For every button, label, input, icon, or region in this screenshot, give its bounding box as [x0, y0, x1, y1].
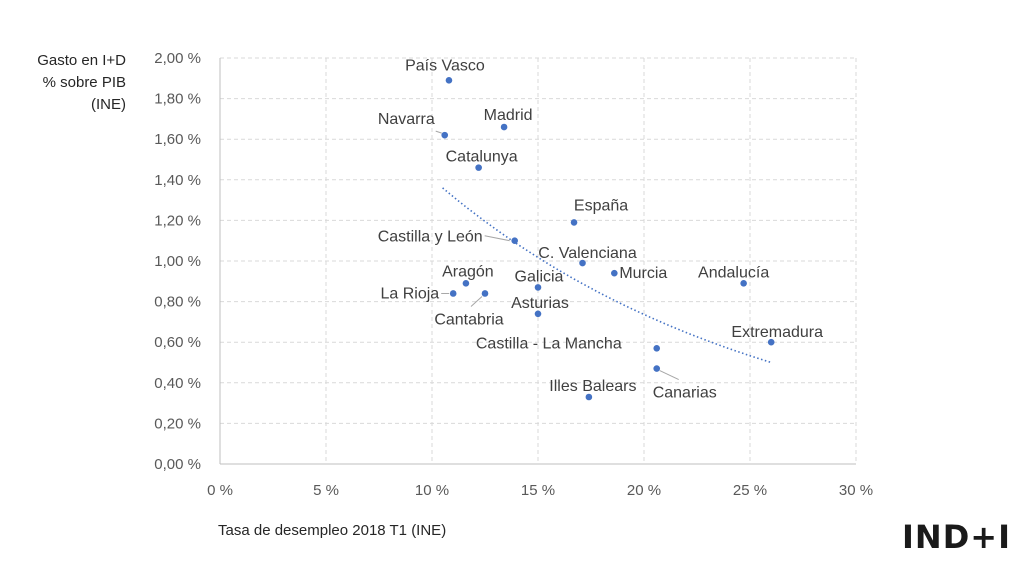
y-tick-label: 0,00 %	[154, 456, 201, 473]
data-point	[475, 164, 482, 171]
data-point	[462, 280, 470, 287]
data-point	[653, 344, 661, 352]
data-point	[579, 259, 586, 267]
point-label: Canarias	[653, 385, 717, 402]
y-tick-label: 1,40 %	[154, 172, 201, 189]
y-axis-title-line: % sobre PIB	[42, 74, 126, 91]
y-tick-labels: 0,00 % 0,20 % 0,40 % 0,60 % 0,80 % 1,00 % 1,20…	[154, 50, 201, 473]
label-leader-lines	[435, 130, 679, 381]
point-label: La Rioja	[380, 285, 439, 302]
y-axis-title: Gasto en I+D % sobre PIB (INE)	[37, 50, 126, 116]
point-labels: País Vasco Madrid Navarra Catalunya España Ca…	[378, 57, 823, 401]
brand-logo: IND+I	[902, 518, 1011, 556]
point-label: Navarra	[378, 111, 435, 128]
x-tick-label: 20 %	[627, 482, 661, 499]
leader-line	[435, 130, 442, 134]
point-label: Aragón	[442, 263, 494, 280]
x-tick-label: 25 %	[733, 482, 767, 499]
data-points	[441, 77, 775, 401]
y-tick-label: 1,20 %	[154, 212, 201, 229]
point-label: Asturias	[511, 295, 569, 312]
point-label: Illes Balears	[549, 378, 636, 395]
point-label: Murcia	[619, 265, 667, 282]
point-label: España	[574, 197, 628, 214]
axes	[219, 58, 856, 465]
data-point	[534, 284, 542, 291]
point-label: Castilla - La Mancha	[476, 335, 622, 352]
point-label: Andalucía	[698, 264, 769, 281]
x-tick-label: 0 %	[207, 482, 233, 499]
x-tick-label: 15 %	[521, 482, 555, 499]
point-label: Extremadura	[731, 324, 823, 341]
data-point	[500, 123, 508, 131]
point-label: Madrid	[484, 107, 533, 124]
y-tick-label: 0,40 %	[154, 375, 201, 392]
y-tick-label: 0,20 %	[154, 415, 201, 432]
point-label: Catalunya	[446, 149, 518, 166]
data-point	[511, 237, 518, 244]
data-point	[481, 290, 489, 297]
leader-line	[484, 235, 510, 242]
x-axis-title: Tasa de desempleo 2018 T1 (INE)	[218, 522, 447, 539]
y-tick-label: 0,60 %	[154, 334, 201, 351]
data-point	[441, 131, 449, 139]
y-tick-label: 0,80 %	[154, 294, 201, 311]
y-tick-label: 1,80 %	[154, 91, 201, 108]
gridlines	[220, 57, 857, 464]
trendline	[442, 187, 772, 364]
data-point	[585, 393, 593, 401]
data-point	[570, 219, 578, 226]
data-point	[449, 290, 457, 297]
x-tick-labels: 0 % 5 % 10 % 15 % 20 % 25 % 30 %	[207, 482, 873, 499]
y-tick-label: 1,00 %	[154, 253, 201, 270]
data-point	[740, 280, 747, 287]
leader-line	[470, 296, 483, 307]
point-label: Castilla y León	[378, 229, 483, 246]
y-axis-title-line: Gasto en I+D	[37, 52, 126, 69]
x-tick-label: 5 %	[313, 482, 339, 499]
y-tick-label: 2,00 %	[154, 50, 201, 67]
data-point	[653, 365, 661, 372]
point-label: Galicia	[515, 268, 564, 285]
point-label: Cantabria	[434, 311, 503, 328]
point-label: C. Valenciana	[538, 245, 637, 262]
y-axis-title-line: (INE)	[91, 96, 126, 113]
data-point	[445, 77, 453, 84]
point-label: País Vasco	[405, 57, 485, 74]
x-tick-label: 30 %	[839, 482, 873, 499]
y-tick-label: 1,60 %	[154, 131, 201, 148]
data-point	[767, 338, 775, 346]
data-point	[611, 269, 618, 277]
data-point	[534, 310, 542, 318]
leader-line	[659, 370, 679, 381]
x-tick-label: 10 %	[415, 482, 449, 499]
